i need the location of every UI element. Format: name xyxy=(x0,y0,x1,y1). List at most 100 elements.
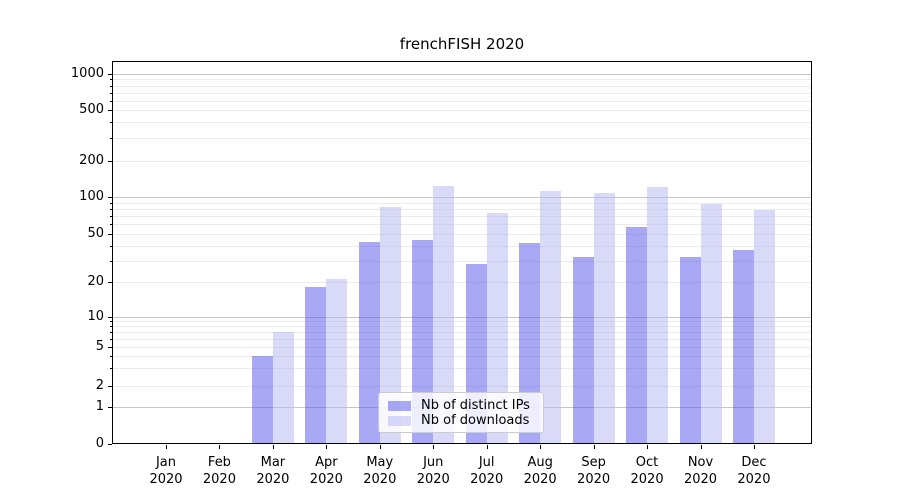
x-tick-label: Nov 2020 xyxy=(683,454,718,487)
gridline-minor xyxy=(112,138,812,140)
x-tick-mark xyxy=(379,444,381,449)
gridline-minor xyxy=(112,216,812,218)
y-tick-label: 2 xyxy=(95,377,104,393)
gridline-minor xyxy=(112,368,812,370)
gridline-minor xyxy=(112,321,812,323)
legend-swatch-downloads xyxy=(388,415,411,426)
bar-downloads-mar xyxy=(272,332,294,444)
x-tick-label: Mar 2020 xyxy=(256,454,290,487)
gridline-minor xyxy=(112,234,812,235)
gridline-minor xyxy=(112,245,812,247)
gridline-minor xyxy=(112,110,812,111)
y-tick-mark xyxy=(108,234,112,236)
y-tick-label: 5 xyxy=(95,339,104,354)
y-tick-label: 0 xyxy=(95,435,104,451)
bar-downloads-jul xyxy=(486,213,508,444)
gridline-minor xyxy=(112,282,812,283)
y-tick-mark-minor xyxy=(110,216,112,218)
gridline-minor xyxy=(112,161,812,162)
gridline-minor xyxy=(112,326,812,328)
y-tick-mark xyxy=(108,316,112,318)
x-tick-mark xyxy=(753,444,755,449)
gridline-minor xyxy=(112,385,812,387)
y-tick-mark xyxy=(108,282,112,284)
gridline-minor xyxy=(112,100,812,102)
x-tick-mark xyxy=(486,444,488,449)
gridline-minor xyxy=(112,338,812,340)
y-tick-label: 100 xyxy=(79,189,104,205)
y-tick-label: 50 xyxy=(87,226,104,241)
y-tick-mark-minor xyxy=(110,122,112,124)
gridline-minor xyxy=(112,122,812,124)
x-tick-label: Feb 2020 xyxy=(202,454,236,487)
x-tick-mark xyxy=(540,444,542,449)
x-tick-label: Aug 2020 xyxy=(523,454,557,487)
y-tick-label: 200 xyxy=(79,153,104,168)
gridline-minor xyxy=(112,356,812,358)
y-tick-mark-minor xyxy=(110,92,112,94)
y-tick-mark-minor xyxy=(110,338,112,340)
bar-ips-mar xyxy=(251,356,273,444)
y-tick-mark-minor xyxy=(110,260,112,262)
y-tick-mark xyxy=(108,74,112,76)
x-tick-mark xyxy=(433,444,435,449)
legend-label: Nb of distinct IPs xyxy=(421,398,530,413)
y-tick-mark-minor xyxy=(110,356,112,358)
x-tick-mark xyxy=(219,444,221,449)
y-tick-mark xyxy=(108,161,112,163)
gridline-minor xyxy=(112,347,812,348)
bar-ips-apr xyxy=(305,287,327,444)
bar-ips-oct xyxy=(626,227,648,444)
gridline-major xyxy=(112,316,812,318)
bar-downloads-may xyxy=(379,207,401,444)
bar-downloads-oct xyxy=(647,186,669,444)
y-tick-mark-minor xyxy=(110,79,112,81)
gridline-minor xyxy=(112,202,812,204)
bar-ips-sep xyxy=(572,257,594,444)
x-tick-mark xyxy=(700,444,702,449)
bar-ips-nov xyxy=(679,257,701,444)
y-tick-mark-minor xyxy=(110,224,112,226)
bar-downloads-sep xyxy=(593,193,615,444)
bar-downloads-nov xyxy=(700,204,722,444)
legend-item: Nb of downloads xyxy=(388,413,534,428)
gridline-major xyxy=(112,197,812,199)
x-tick-label: Apr 2020 xyxy=(309,454,343,487)
bar-downloads-dec xyxy=(753,209,775,444)
gridline-minor xyxy=(112,79,812,81)
y-tick-label: 1 xyxy=(95,398,104,414)
y-tick-mark xyxy=(108,347,112,349)
x-tick-label: Jun 2020 xyxy=(416,454,450,487)
y-tick-mark-minor xyxy=(110,326,112,328)
legend-item: Nb of distinct IPs xyxy=(388,398,534,413)
x-tick-label: Oct 2020 xyxy=(630,454,664,487)
y-tick-mark-minor xyxy=(110,245,112,247)
y-tick-mark xyxy=(108,110,112,112)
gridline-minor xyxy=(112,85,812,87)
gridline-minor xyxy=(112,332,812,334)
y-tick-label: 10 xyxy=(87,308,104,324)
gridline-minor xyxy=(112,260,812,262)
x-tick-mark xyxy=(593,444,595,449)
y-tick-mark-minor xyxy=(110,100,112,102)
x-tick-label: Jan 2020 xyxy=(149,454,183,487)
y-tick-mark-minor xyxy=(110,209,112,211)
bar-downloads-jun xyxy=(433,186,455,444)
chart-title: frenchFISH 2020 xyxy=(399,35,525,53)
y-tick-mark xyxy=(108,443,112,445)
legend: Nb of distinct IPs Nb of downloads xyxy=(378,392,544,433)
legend-label: Nb of downloads xyxy=(421,413,530,428)
legend-swatch-distinct-ips xyxy=(388,400,411,411)
x-tick-mark xyxy=(272,444,274,449)
y-tick-label: 1000 xyxy=(70,66,104,81)
x-tick-label: Jul 2020 xyxy=(470,454,504,487)
y-tick-mark xyxy=(108,406,112,408)
x-tick-mark xyxy=(647,444,649,449)
bar-downloads-aug xyxy=(540,190,562,444)
y-tick-mark-minor xyxy=(110,85,112,87)
y-tick-mark-minor xyxy=(110,332,112,334)
y-tick-mark-minor xyxy=(110,321,112,323)
bar-ips-dec xyxy=(732,249,754,444)
y-tick-mark xyxy=(108,385,112,387)
